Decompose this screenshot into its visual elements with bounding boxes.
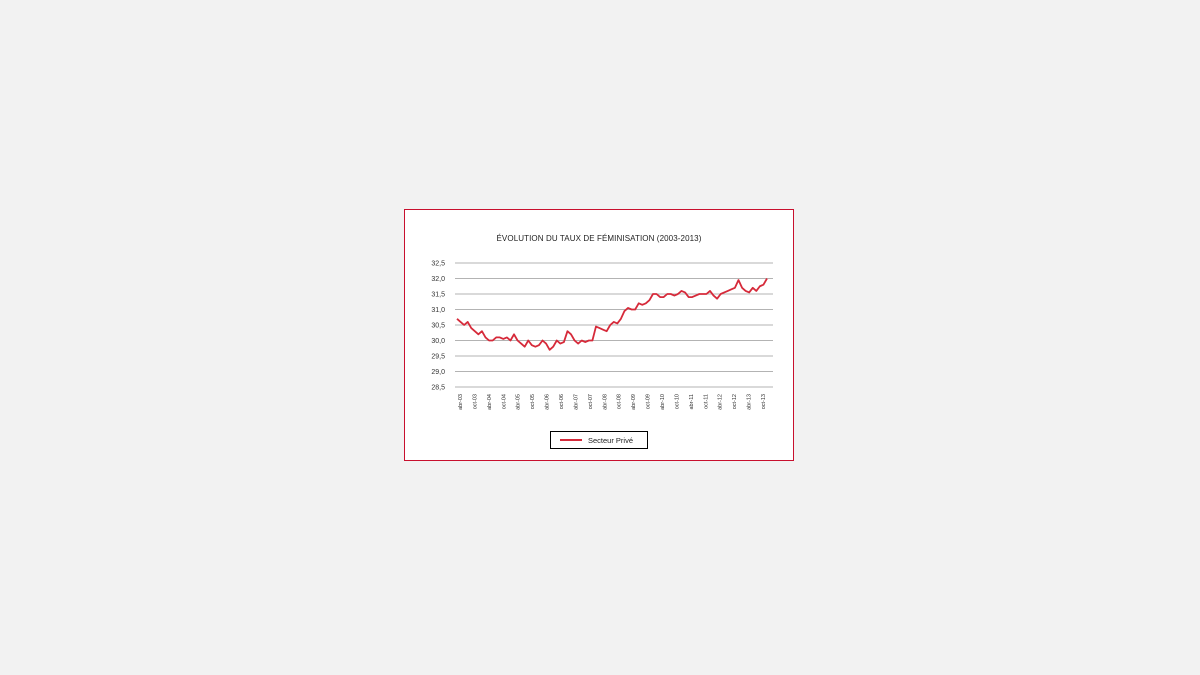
x-tick-label: oct-08: [617, 394, 623, 409]
x-tick-label: abr-08: [602, 394, 608, 410]
x-tick-label: abr-10: [660, 394, 666, 410]
x-tick-label: abr-03: [458, 394, 464, 410]
chart-title: ÉVOLUTION DU TAUX DE FÉMINISATION (2003-…: [496, 234, 702, 243]
x-tick-label: oct-12: [732, 394, 738, 409]
x-tick-label: abr-06: [545, 394, 551, 410]
x-tick-label: abr-12: [718, 394, 724, 410]
x-tick-label: oct-06: [559, 394, 565, 409]
y-tick-label: 32,0: [431, 276, 445, 283]
y-tick-label: 29,5: [431, 354, 445, 361]
x-tick-label: abr-07: [573, 394, 579, 410]
x-tick-label: oct-07: [588, 394, 594, 409]
y-tick-label: 31,0: [431, 307, 445, 314]
x-tick-label: oct-13: [761, 394, 767, 409]
x-tick-label: abr-05: [516, 394, 522, 410]
chart-card: ÉVOLUTION DU TAUX DE FÉMINISATION (2003-…: [404, 209, 794, 461]
x-tick-label: oct-03: [472, 394, 478, 409]
x-tick-label: oct-04: [501, 394, 507, 409]
y-tick-label: 30,5: [431, 323, 445, 330]
line-chart: 32,5 32,0 31,5 31,0 30,5 30,0 29,5 29,0 28,5 abr-…: [431, 261, 773, 410]
x-tick-label: abr-09: [631, 394, 637, 410]
x-tick-label: oct-10: [674, 394, 680, 409]
x-tick-label: oct-05: [530, 394, 536, 409]
y-tick-label: 29,0: [431, 369, 445, 376]
chart-legend: Secteur Privé: [550, 431, 648, 449]
x-tick-label: abr-13: [747, 394, 753, 410]
x-tick-label: abr-11: [689, 394, 695, 410]
legend-swatch: [560, 439, 582, 441]
y-tick-label: 30,0: [431, 338, 445, 345]
y-tick-label: 31,5: [431, 292, 445, 299]
x-tick-label: oct-11: [703, 394, 709, 409]
y-tick-label: 28,5: [431, 385, 445, 392]
legend-label: Secteur Privé: [588, 435, 634, 445]
series-line: [456, 278, 768, 351]
y-tick-label: 32,5: [431, 261, 445, 268]
x-tick-label: abr-04: [487, 394, 493, 410]
x-tick-label: oct-09: [646, 394, 652, 409]
